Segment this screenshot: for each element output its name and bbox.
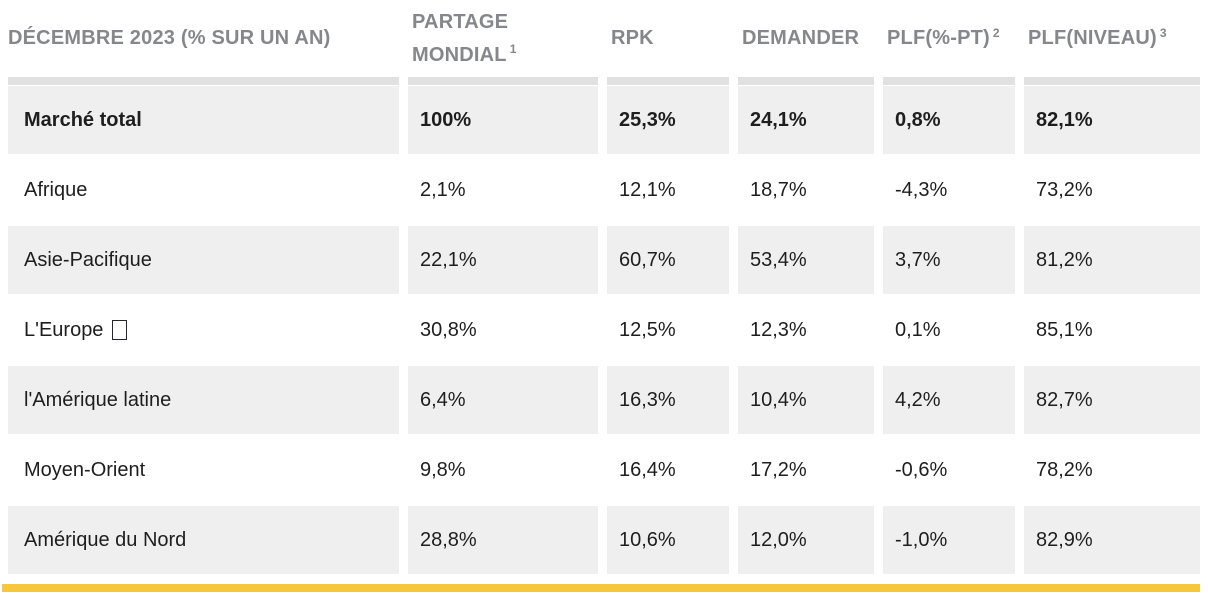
header-divider-segment bbox=[8, 77, 399, 85]
header-divider-segment bbox=[1024, 77, 1200, 85]
footnote-marker: 3 bbox=[1159, 25, 1167, 40]
row-label-text: Amérique du Nord bbox=[24, 528, 187, 551]
value-cell: 53,4% bbox=[738, 226, 874, 294]
column-header-label: RPK bbox=[611, 27, 654, 50]
column-header: RPK bbox=[607, 22, 729, 54]
footnote-marker: 2 bbox=[992, 25, 1000, 40]
value-cell: -4,3% bbox=[895, 178, 948, 201]
row-label: Moyen-Orient bbox=[8, 436, 399, 504]
value-cell: 16,4% bbox=[619, 458, 676, 481]
traffic-stats-table: DÉCEMBRE 2023 (% SUR UN AN) PARTAGE MONDI… bbox=[8, 0, 1200, 574]
value-cell: 12,5% bbox=[619, 318, 676, 341]
column-header-label: DÉCEMBRE 2023 (% SUR UN AN) bbox=[8, 27, 331, 50]
value-cell: 17,2% bbox=[750, 458, 807, 481]
value-cell: 4,2% bbox=[883, 366, 1015, 434]
column-header: PLF(%-PT) 2 bbox=[883, 22, 1015, 54]
table-row: L'Europe 30,8% 12,5% 12,3% 0,1% 85,1% bbox=[8, 296, 1200, 364]
table-row: l'Amérique latine 6,4% 16,3% 10,4% 4,2% 82,7% bbox=[8, 366, 1200, 434]
value-cell: 12,3% bbox=[750, 318, 807, 341]
value-cell: 100% bbox=[408, 86, 598, 154]
column-header-label: PLF(NIVEAU) bbox=[1028, 27, 1157, 50]
footnote-marker: 1 bbox=[509, 41, 517, 56]
row-label-text: Asie-Pacifique bbox=[24, 248, 152, 271]
column-header: PLF(NIVEAU) 3 bbox=[1024, 22, 1200, 54]
column-header-label: PARTAGE MONDIAL bbox=[412, 11, 509, 66]
value-cell: 22,1% bbox=[408, 226, 598, 294]
header-divider-row bbox=[8, 77, 1200, 85]
value-cell: 82,1% bbox=[1024, 86, 1200, 154]
value-cell: 18,7% bbox=[750, 178, 807, 201]
row-label-text: L'Europe bbox=[24, 318, 104, 341]
missing-glyph-box bbox=[112, 320, 128, 340]
value-cell: 12,1% bbox=[619, 178, 676, 201]
row-label-text: Marché total bbox=[24, 108, 142, 131]
value-cell: 60,7% bbox=[607, 226, 729, 294]
header-divider-segment bbox=[607, 77, 729, 85]
value-cell: -1,0% bbox=[883, 506, 1015, 574]
row-label: Marché total bbox=[8, 86, 399, 154]
value-cell: -0,6% bbox=[895, 458, 948, 481]
header-divider-segment bbox=[738, 77, 874, 85]
value-cell: 28,8% bbox=[408, 506, 598, 574]
column-header-label: PLF(%-PT) bbox=[887, 27, 990, 50]
header-divider-segment bbox=[883, 77, 1015, 85]
table-row: Amérique du Nord 28,8% 10,6% 12,0% -1,0% 82,9… bbox=[8, 506, 1200, 574]
column-header: DEMANDER bbox=[738, 22, 874, 54]
value-cell: 2,1% bbox=[420, 178, 466, 201]
table-row: Asie-Pacifique 22,1% 60,7% 53,4% 3,7% 81,2% bbox=[8, 226, 1200, 294]
column-header-label: DEMANDER bbox=[742, 27, 860, 50]
value-cell: 82,9% bbox=[1024, 506, 1200, 574]
row-label-text: Moyen-Orient bbox=[24, 458, 146, 481]
value-cell: 25,3% bbox=[607, 86, 729, 154]
row-label: Amérique du Nord bbox=[8, 506, 399, 574]
accent-bar bbox=[2, 584, 1200, 592]
value-cell: 82,7% bbox=[1024, 366, 1200, 434]
value-cell: 85,1% bbox=[1036, 318, 1093, 341]
value-cell: 81,2% bbox=[1024, 226, 1200, 294]
table-row: Marché total 100% 25,3% 24,1% 0,8% 82,1% bbox=[8, 86, 1200, 154]
value-cell: 24,1% bbox=[738, 86, 874, 154]
value-cell: 73,2% bbox=[1036, 178, 1093, 201]
header-row: DÉCEMBRE 2023 (% SUR UN AN) PARTAGE MONDI… bbox=[8, 0, 1200, 77]
value-cell: 9,8% bbox=[420, 458, 466, 481]
table-body: Marché total 100% 25,3% 24,1% 0,8% 82,1% Afriq… bbox=[8, 86, 1200, 574]
value-cell: 0,8% bbox=[883, 86, 1015, 154]
value-cell: 78,2% bbox=[1036, 458, 1093, 481]
value-cell: 6,4% bbox=[408, 366, 598, 434]
column-header: PARTAGE MONDIAL 1 bbox=[408, 6, 598, 71]
row-label: L'Europe bbox=[8, 296, 399, 364]
row-label: l'Amérique latine bbox=[8, 366, 399, 434]
value-cell: 10,6% bbox=[607, 506, 729, 574]
table-row: Afrique 2,1% 12,1% 18,7% -4,3% 73,2% bbox=[8, 156, 1200, 224]
value-cell: 12,0% bbox=[738, 506, 874, 574]
row-label: Asie-Pacifique bbox=[8, 226, 399, 294]
value-cell: 30,8% bbox=[420, 318, 477, 341]
row-label: Afrique bbox=[8, 156, 399, 224]
row-label-text: l'Amérique latine bbox=[24, 388, 172, 411]
value-cell: 3,7% bbox=[883, 226, 1015, 294]
row-label-text: Afrique bbox=[24, 178, 88, 201]
table-title: DÉCEMBRE 2023 (% SUR UN AN) bbox=[8, 22, 399, 54]
value-cell: 16,3% bbox=[607, 366, 729, 434]
header-divider-segment bbox=[408, 77, 598, 85]
value-cell: 0,1% bbox=[895, 318, 941, 341]
value-cell: 10,4% bbox=[738, 366, 874, 434]
table-row: Moyen-Orient 9,8% 16,4% 17,2% -0,6% 78,2% bbox=[8, 436, 1200, 504]
